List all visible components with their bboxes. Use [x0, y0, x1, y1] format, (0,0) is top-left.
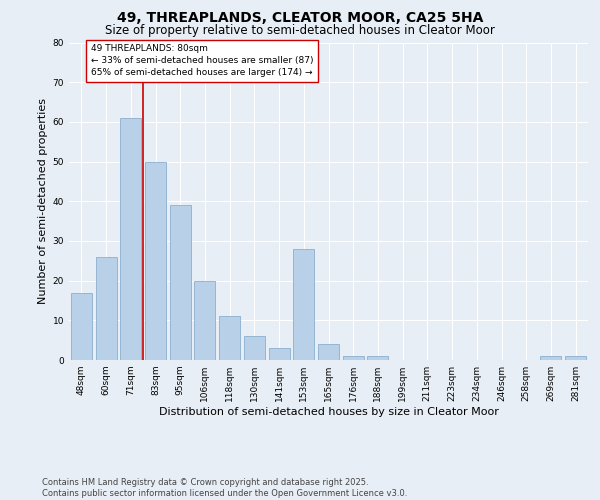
Bar: [367, 356, 388, 360]
Bar: [318, 344, 339, 360]
Bar: [244, 336, 265, 360]
Bar: [120, 118, 141, 360]
Bar: [95, 257, 116, 360]
Y-axis label: Number of semi-detached properties: Number of semi-detached properties: [38, 98, 49, 304]
Bar: [145, 162, 166, 360]
Text: 49 THREAPLANDS: 80sqm
← 33% of semi-detached houses are smaller (87)
65% of semi: 49 THREAPLANDS: 80sqm ← 33% of semi-deta…: [91, 44, 313, 77]
X-axis label: Distribution of semi-detached houses by size in Cleator Moor: Distribution of semi-detached houses by …: [158, 407, 499, 417]
Bar: [71, 292, 92, 360]
Bar: [565, 356, 586, 360]
Bar: [269, 348, 290, 360]
Text: Size of property relative to semi-detached houses in Cleator Moor: Size of property relative to semi-detach…: [105, 24, 495, 37]
Text: Contains HM Land Registry data © Crown copyright and database right 2025.
Contai: Contains HM Land Registry data © Crown c…: [42, 478, 407, 498]
Bar: [293, 249, 314, 360]
Bar: [219, 316, 240, 360]
Bar: [541, 356, 562, 360]
Bar: [194, 280, 215, 360]
Bar: [170, 205, 191, 360]
Bar: [343, 356, 364, 360]
Text: 49, THREAPLANDS, CLEATOR MOOR, CA25 5HA: 49, THREAPLANDS, CLEATOR MOOR, CA25 5HA: [117, 11, 483, 25]
